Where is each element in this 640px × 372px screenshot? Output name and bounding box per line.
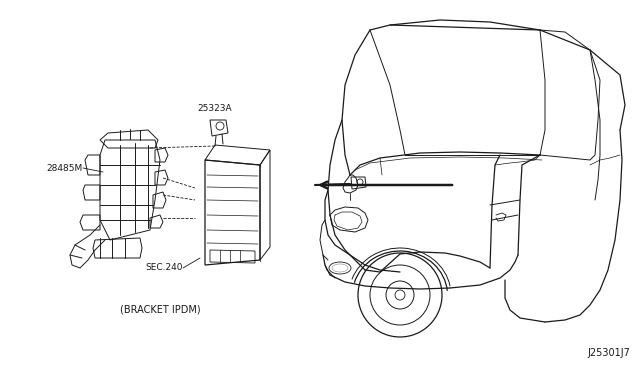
Text: (BRACKET IPDM): (BRACKET IPDM)	[120, 305, 200, 315]
Text: J25301J7: J25301J7	[587, 348, 630, 358]
Text: SEC.240: SEC.240	[145, 263, 183, 273]
Text: 25323A: 25323A	[198, 104, 232, 113]
Text: 28485M: 28485M	[47, 164, 83, 173]
